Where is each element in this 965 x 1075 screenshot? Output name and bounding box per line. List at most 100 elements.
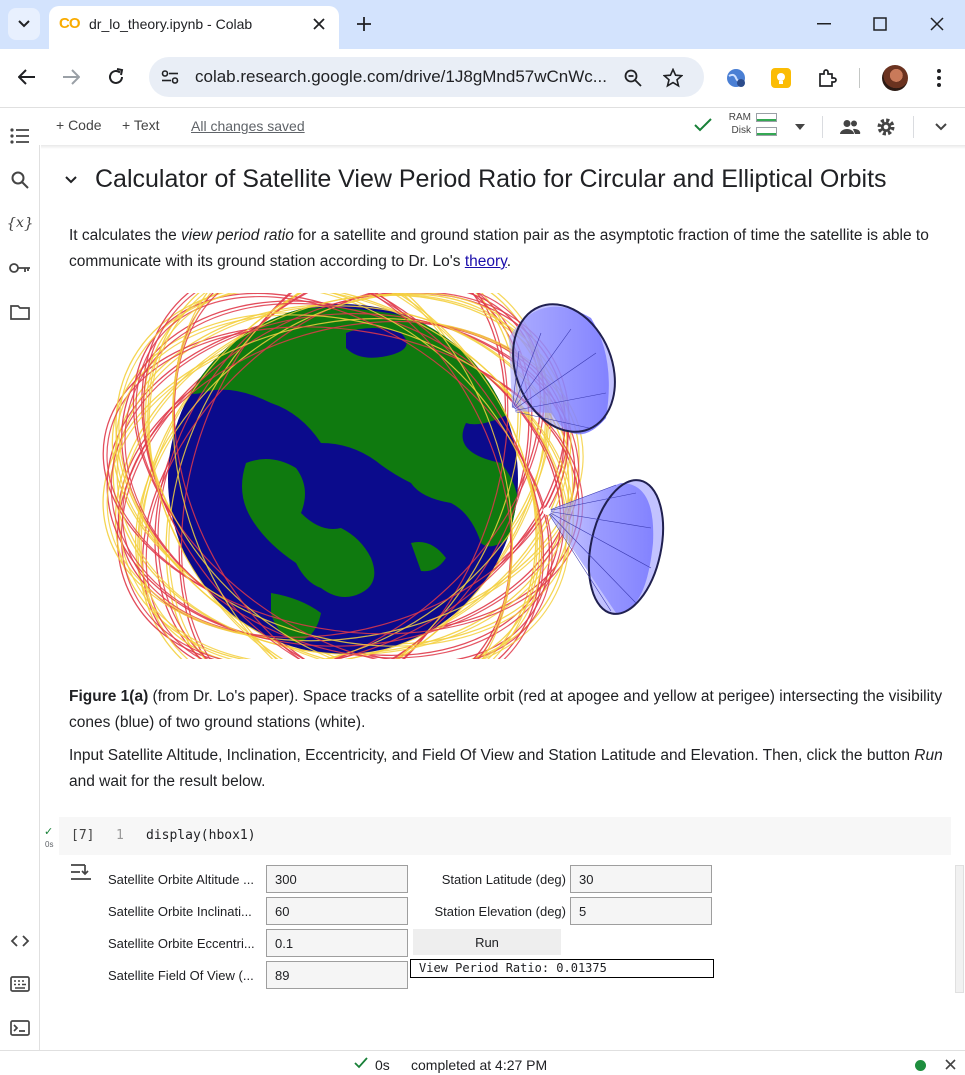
toolbar-divider: [859, 68, 860, 88]
intro-paragraph: It calculates the view period ratio for …: [69, 227, 929, 270]
add-code-button[interactable]: + Code: [56, 117, 102, 133]
table-of-contents-icon[interactable]: [7, 123, 33, 149]
disk-meter: [756, 127, 777, 136]
runtime-dropdown-button[interactable]: [787, 115, 813, 139]
run-success-check-icon: ✓: [44, 826, 54, 838]
window-close-button[interactable]: [917, 10, 957, 38]
extensions-puzzle-icon[interactable]: [814, 65, 840, 91]
plus-icon: [357, 17, 371, 31]
settings-gear-icon[interactable]: [873, 115, 899, 139]
elevation-input[interactable]: 5: [570, 897, 712, 925]
code-text[interactable]: display(hbox1): [146, 828, 256, 843]
eccentricity-label: Satellite Orbite Eccentri...: [108, 936, 255, 951]
save-status-link[interactable]: All changes saved: [191, 118, 305, 134]
connection-status-dot: [915, 1060, 926, 1071]
maximize-button[interactable]: [860, 10, 900, 38]
address-bar[interactable]: colab.research.google.com/drive/1J8gMnd5…: [149, 57, 704, 97]
status-completed[interactable]: completed at 4:27 PM: [411, 1057, 548, 1073]
terminal-icon[interactable]: [7, 1015, 33, 1041]
run-button[interactable]: Run: [413, 929, 561, 955]
altitude-input[interactable]: 300: [266, 865, 408, 893]
add-text-button[interactable]: + Text: [122, 117, 160, 133]
maximize-icon: [873, 17, 887, 31]
variables-icon[interactable]: {x}: [6, 214, 34, 232]
disk-label: Disk: [731, 125, 751, 136]
search-icon[interactable]: [7, 167, 33, 193]
inclination-input[interactable]: 60: [266, 897, 408, 925]
share-people-icon[interactable]: [837, 115, 863, 139]
secrets-key-icon[interactable]: [7, 255, 33, 281]
connected-check-icon: [694, 118, 712, 137]
back-button[interactable]: [11, 61, 43, 93]
profile-avatar[interactable]: [882, 65, 908, 91]
orbit-figure-image: [102, 293, 665, 659]
tab-title: dr_lo_theory.ipynb - Colab: [89, 16, 253, 32]
eccentricity-input[interactable]: 0.1: [266, 929, 408, 957]
tab-search-button[interactable]: [8, 8, 40, 40]
minimize-icon: [817, 23, 831, 25]
latitude-input[interactable]: 30: [570, 865, 712, 893]
ram-meter: [756, 113, 777, 122]
new-tab-button[interactable]: [350, 10, 378, 38]
chevron-down-icon: [935, 123, 947, 131]
status-check-icon: [354, 1056, 368, 1074]
orbit-track: [180, 293, 509, 659]
execution-count[interactable]: [7]: [71, 828, 95, 843]
result-output: View Period Ratio: 0.01375: [410, 959, 714, 978]
orbit-tracks-front: [106, 293, 584, 659]
output-actions-icon[interactable]: [69, 861, 93, 883]
tab-close-button[interactable]: [307, 12, 331, 36]
left-sidebar: [0, 145, 40, 1050]
status-close-button[interactable]: [942, 1056, 958, 1072]
keep-extension-icon[interactable]: [768, 65, 794, 91]
visibility-cone-1: [508, 303, 616, 435]
code-snippets-icon[interactable]: [7, 928, 33, 954]
orbit-track: [157, 293, 533, 659]
close-icon: [944, 1058, 956, 1070]
orbit-track: [116, 305, 574, 655]
chevron-down-icon: [65, 176, 77, 184]
notebook-area: Calculator of Satellite View Period Rati…: [41, 145, 965, 1050]
site-settings-icon[interactable]: [159, 67, 181, 87]
visibility-cone-2: [543, 479, 665, 615]
orbit-track: [124, 302, 565, 659]
fov-input[interactable]: 89: [266, 961, 408, 989]
browser-tab[interactable]: CO dr_lo_theory.ipynb - Colab: [49, 6, 339, 49]
orbit-track: [118, 293, 571, 659]
arrow-right-icon: [63, 69, 80, 85]
colab-logo-icon: CO: [59, 15, 80, 32]
fov-label: Satellite Field Of View (...: [108, 968, 254, 983]
orbit-track: [142, 293, 545, 659]
elevation-label: Station Elevation (deg): [434, 904, 566, 919]
ram-label: RAM: [728, 112, 751, 123]
more-vert-icon: [937, 69, 941, 87]
latitude-label: Station Latitude (deg): [441, 872, 566, 887]
code-cell[interactable]: [59, 817, 951, 855]
section-collapse-button[interactable]: [61, 170, 81, 190]
minimize-button[interactable]: [804, 10, 844, 38]
orbit-track: [140, 293, 550, 659]
output-scrollbar[interactable]: [955, 865, 964, 993]
collapse-header-button[interactable]: [928, 115, 954, 139]
browser-menu-button[interactable]: [926, 65, 952, 91]
translate-extension-icon[interactable]: [723, 65, 749, 91]
theory-link[interactable]: theory: [464, 253, 507, 270]
resource-labels[interactable]: RAM Disk: [727, 111, 751, 137]
reload-button[interactable]: [100, 61, 132, 93]
bookmark-star-icon[interactable]: [661, 66, 685, 90]
status-time: 0s: [375, 1057, 390, 1073]
toolbar-separator: [822, 116, 823, 138]
orbit-track: [168, 293, 522, 659]
command-palette-icon[interactable]: [7, 971, 33, 997]
url-text: colab.research.google.com/drive/1J8gMnd5…: [195, 67, 607, 86]
close-icon: [313, 18, 325, 30]
altitude-label: Satellite Orbite Altitude ...: [108, 872, 254, 887]
orbit-track: [173, 293, 513, 659]
browser-toolbar: colab.research.google.com/drive/1J8gMnd5…: [0, 49, 965, 107]
files-folder-icon[interactable]: [7, 299, 33, 325]
zoom-icon[interactable]: [621, 66, 645, 90]
ground-station-1: [508, 407, 516, 415]
orbit-track: [145, 293, 543, 659]
line-number: 1: [116, 828, 124, 843]
forward-button[interactable]: [55, 61, 87, 93]
